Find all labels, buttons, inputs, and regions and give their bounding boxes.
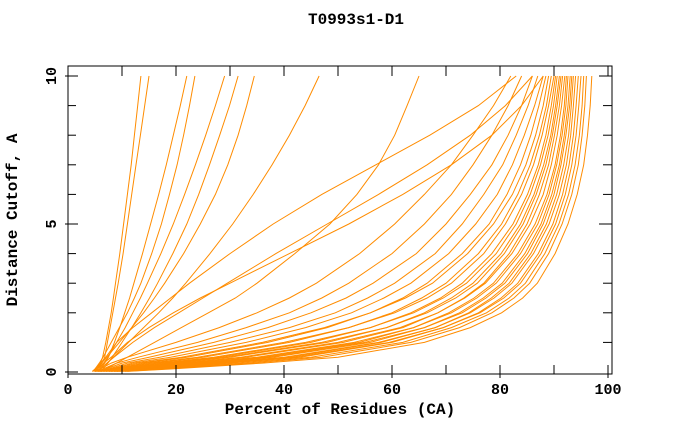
- model-curve: [95, 75, 523, 372]
- y-tick-label: 0: [44, 367, 61, 376]
- x-tick-label: 80: [491, 382, 509, 399]
- plot-frame: [67, 65, 613, 375]
- model-curve: [94, 75, 512, 372]
- model-curve: [93, 75, 544, 372]
- model-curve: [100, 75, 558, 372]
- model-curve: [100, 75, 547, 372]
- axes-layer: 0 20 40 60 80 100 0 5 10: [44, 65, 622, 399]
- x-axis-label: Percent of Residues (CA): [225, 401, 455, 419]
- model-curve: [111, 75, 573, 372]
- model-curve: [105, 75, 560, 372]
- model-curve: [103, 75, 562, 372]
- model-curve: [103, 75, 557, 372]
- model-curve: [108, 75, 569, 372]
- model-curve: [124, 75, 587, 372]
- y-tick-label: 10: [44, 67, 61, 85]
- model-curve: [95, 75, 226, 372]
- x-tick-label: 20: [167, 382, 185, 399]
- model-curve: [93, 75, 255, 372]
- model-curve: [97, 75, 550, 372]
- y-axis-label: Distance Cutoff, A: [4, 133, 22, 306]
- model-curve: [94, 75, 533, 372]
- model-curve: [121, 75, 585, 372]
- x-tick-label: 0: [63, 382, 72, 399]
- model-curve: [94, 75, 539, 372]
- model-curve: [127, 75, 593, 372]
- model-curve: [98, 75, 544, 372]
- model-curve: [108, 75, 564, 372]
- model-curve: [114, 75, 577, 372]
- chart-title: T0993s1-D1: [308, 11, 404, 29]
- model-curve: [116, 75, 582, 372]
- model-curve: [116, 75, 574, 372]
- model-curve: [111, 75, 567, 372]
- x-tick-label: 40: [275, 382, 293, 399]
- model-curve: [101, 75, 552, 372]
- x-tick-label: 100: [594, 382, 621, 399]
- model-curve: [105, 75, 566, 372]
- model-curve: [91, 75, 196, 372]
- x-tick-label: 60: [383, 382, 401, 399]
- curves-layer: [91, 75, 593, 372]
- model-curve: [97, 75, 533, 372]
- model-curve: [100, 75, 420, 372]
- model-curve: [96, 75, 320, 372]
- y-tick-label: 5: [44, 219, 61, 228]
- model-curve: [99, 75, 555, 372]
- model-curve: [92, 75, 517, 372]
- model-curve: [92, 75, 150, 372]
